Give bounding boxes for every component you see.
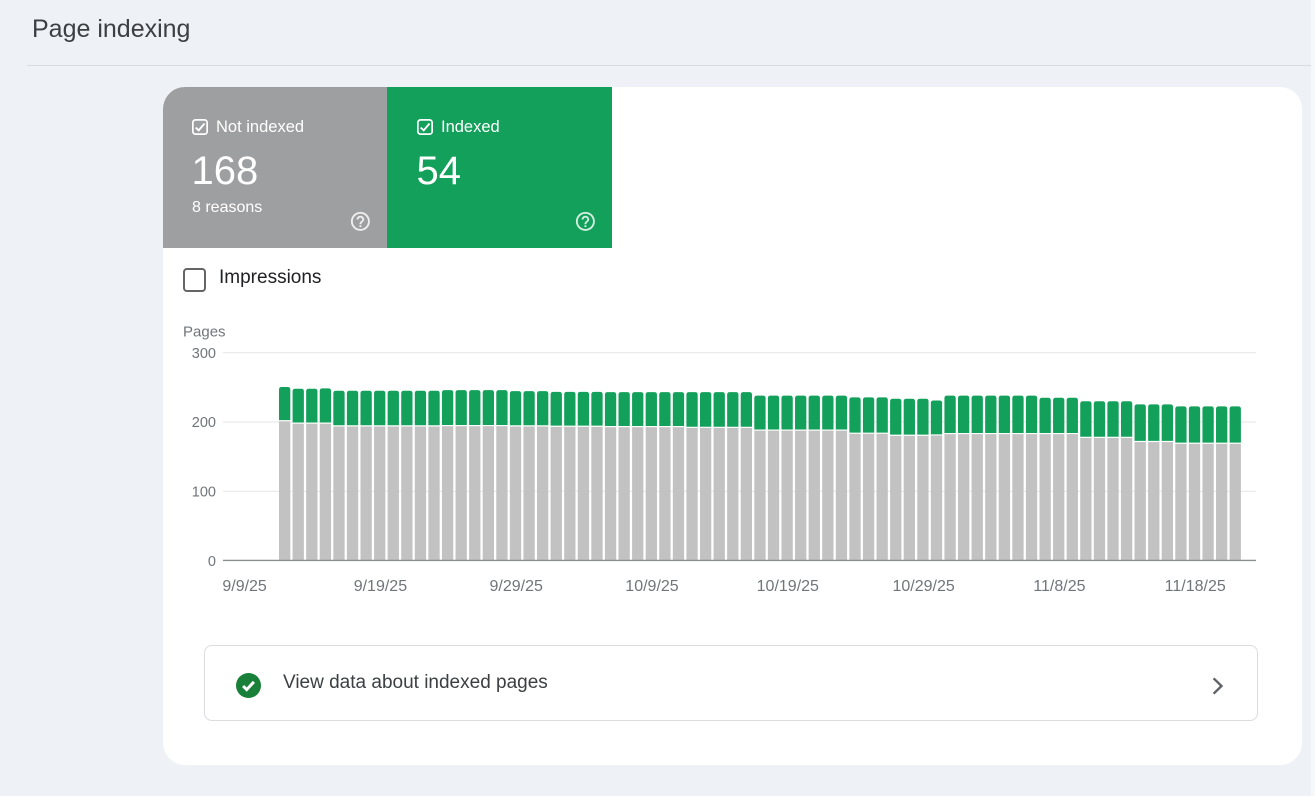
- svg-text:9/29/25: 9/29/25: [490, 578, 543, 595]
- svg-text:9/9/25: 9/9/25: [222, 578, 267, 595]
- svg-text:9/19/25: 9/19/25: [354, 578, 407, 595]
- svg-text:0: 0: [208, 554, 216, 570]
- svg-text:11/8/25: 11/8/25: [1033, 578, 1085, 595]
- svg-text:10/19/25: 10/19/25: [757, 578, 819, 595]
- svg-text:300: 300: [192, 346, 216, 362]
- svg-text:10/9/25: 10/9/25: [625, 578, 678, 595]
- svg-text:11/18/25: 11/18/25: [1165, 578, 1226, 595]
- svg-text:Pages: Pages: [183, 323, 226, 340]
- svg-text:200: 200: [192, 415, 216, 431]
- svg-text:10/29/25: 10/29/25: [892, 578, 954, 595]
- svg-text:100: 100: [192, 485, 216, 501]
